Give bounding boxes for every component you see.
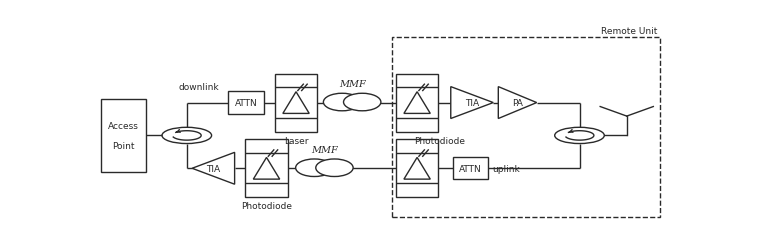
Bar — [245, 140, 288, 198]
Ellipse shape — [296, 159, 333, 177]
Bar — [275, 74, 317, 132]
Polygon shape — [192, 153, 235, 184]
Text: uplink: uplink — [493, 164, 520, 173]
Text: Photodiode: Photodiode — [241, 202, 292, 210]
Ellipse shape — [315, 159, 353, 177]
Text: ATTN: ATTN — [459, 164, 482, 173]
Text: downlink: downlink — [178, 83, 219, 92]
Bar — [453, 158, 488, 180]
Ellipse shape — [323, 94, 360, 111]
Text: PA: PA — [512, 99, 523, 108]
Text: MMF: MMF — [339, 80, 366, 89]
Text: TIA: TIA — [207, 164, 220, 173]
Text: Point: Point — [112, 141, 135, 150]
Bar — [101, 99, 146, 172]
Bar — [392, 38, 661, 217]
Text: Remote Unit: Remote Unit — [601, 27, 658, 36]
Text: MMF: MMF — [311, 145, 338, 154]
Polygon shape — [404, 158, 431, 180]
Polygon shape — [253, 158, 280, 180]
Polygon shape — [283, 92, 309, 114]
Text: ATTN: ATTN — [235, 99, 258, 108]
Text: TIA: TIA — [465, 99, 479, 108]
Text: Laser: Laser — [283, 136, 309, 145]
Bar — [395, 140, 438, 198]
Polygon shape — [498, 87, 536, 119]
Polygon shape — [404, 92, 431, 114]
Ellipse shape — [344, 94, 381, 111]
Circle shape — [162, 128, 212, 144]
Text: Access: Access — [108, 122, 139, 131]
Polygon shape — [451, 87, 493, 119]
Circle shape — [555, 128, 604, 144]
Bar — [395, 74, 438, 132]
Bar — [228, 92, 264, 114]
Text: Photodiode: Photodiode — [415, 136, 465, 145]
